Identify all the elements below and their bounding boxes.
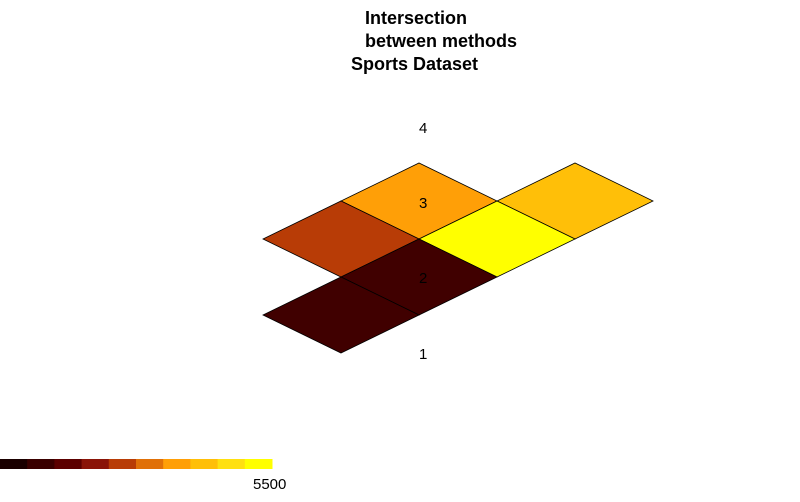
colorbar-max-label: 5500 [253,476,286,493]
colorbar [0,459,273,469]
colorbar-segment-4 [81,459,110,469]
colorbar-segment-8 [190,459,219,469]
row-label-4: 4 [419,120,427,137]
row-label-2: 2 [419,270,427,287]
colorbar-segment-3 [54,459,83,469]
heatmap-cell-r1-c1 [262,276,420,354]
colorbar-segment-5 [108,459,137,469]
heatmap-cells [262,162,654,354]
chart-title-line-2: between methods [365,31,517,51]
colorbar-segment-1 [0,459,28,469]
row-label-3: 3 [419,195,427,212]
chart-title-line-1: Intersection [365,8,467,28]
colorbar-segment-2 [27,459,55,469]
colorbar-segment-7 [163,459,191,469]
colorbar-segment-10 [244,459,273,469]
chart-title-line-3: Sports Dataset [351,54,478,74]
colorbar-segment-6 [136,459,164,469]
colorbar-segment-9 [217,459,246,469]
row-label-1: 1 [419,346,427,363]
